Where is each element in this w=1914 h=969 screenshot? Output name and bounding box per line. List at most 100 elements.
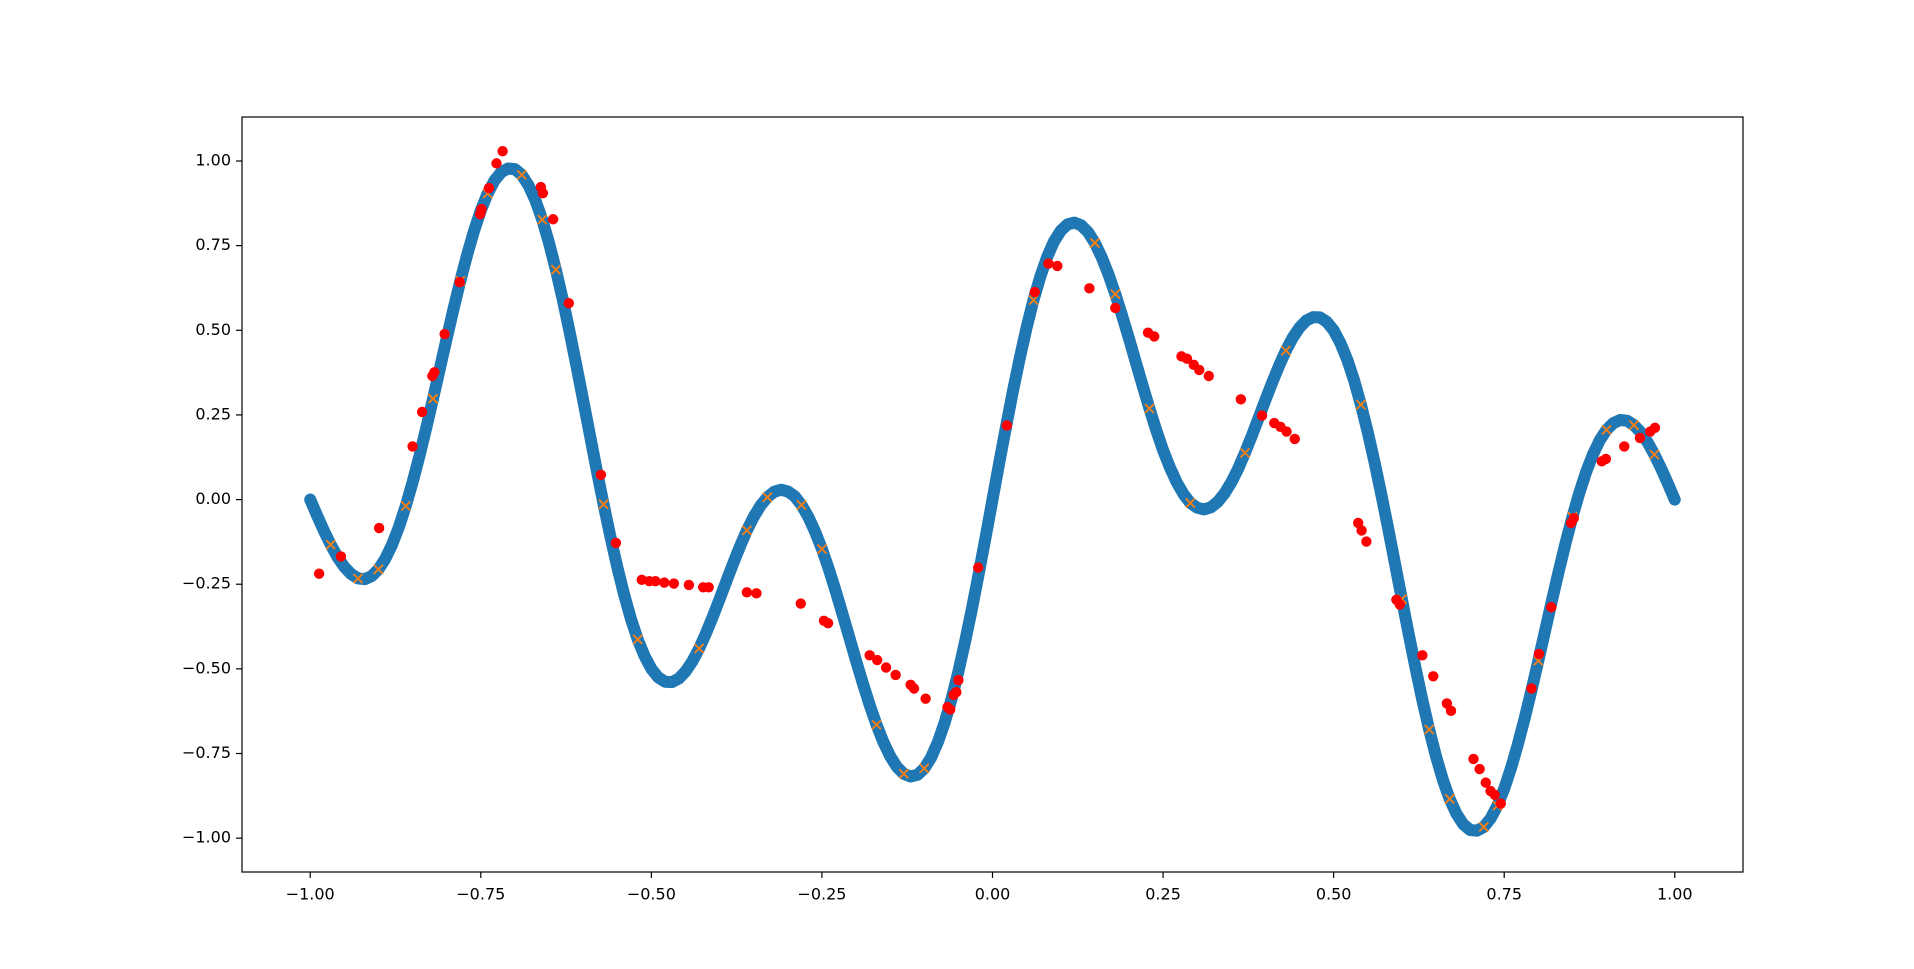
point [1428,671,1439,682]
x-marker [1601,424,1612,435]
x-marker [400,500,411,512]
point [1148,331,1160,342]
x-marker [796,499,807,511]
x-marker [598,499,609,510]
point [1600,453,1612,465]
point [1417,650,1428,661]
marks [304,145,1681,837]
point [1394,599,1406,610]
point [741,587,753,598]
point [953,674,964,686]
x-marker [516,169,527,181]
y-tick-label: −0.75 [182,743,231,762]
point [795,598,806,609]
y-tick-label: 0.75 [195,235,231,254]
x-marker [871,719,882,730]
point [1361,536,1372,547]
x-tick-label: 0.00 [975,885,1011,904]
x-marker [632,634,643,645]
x-marker [741,525,753,536]
x-marker [1649,449,1660,460]
point [1181,353,1193,364]
point [1619,441,1630,452]
point [416,406,428,418]
x-marker [1444,793,1455,805]
point [1489,789,1500,801]
point [944,704,956,715]
point [668,578,680,589]
x-marker [1185,497,1196,509]
point [1480,777,1491,788]
point [1533,648,1545,660]
x-marker [1628,419,1639,431]
point [703,582,714,593]
x-marker [352,573,364,584]
point [1203,370,1214,382]
point [537,187,549,199]
x-marker [816,543,828,555]
x-marker [1028,295,1039,306]
x-marker [427,393,439,404]
x-marker [1280,345,1292,356]
point [908,683,920,694]
x-tick-label: 0.75 [1486,885,1522,904]
point [751,588,762,599]
point [1281,426,1292,437]
point [476,203,487,215]
point [497,145,508,157]
point [1235,394,1247,405]
x-marker [1478,821,1489,833]
point [491,158,502,169]
point [563,298,575,309]
point [650,575,661,587]
point [1495,798,1506,809]
x-marker [919,763,930,774]
point [439,328,450,340]
x-marker [693,643,705,654]
x-tick-label: −1.00 [286,885,335,904]
point [1043,258,1054,269]
x-tick-label: 0.50 [1316,885,1352,904]
point [890,669,901,681]
point [1001,420,1013,431]
point [972,562,984,573]
point [1084,283,1095,294]
x-marker [1089,237,1100,249]
y-tick-label: −0.25 [182,574,231,593]
x-marker [1355,399,1367,410]
x-marker [537,214,548,225]
y-tick-label: −1.00 [182,828,231,847]
x-marker [1110,288,1121,300]
x-tick-label: −0.75 [456,885,505,904]
point [454,277,465,288]
point [1110,302,1121,314]
y-tick-label: −0.50 [182,658,231,677]
x-marker [898,768,909,779]
point [547,214,559,225]
point [1649,422,1661,434]
point [1546,602,1557,613]
point [920,693,931,704]
y-tick-label: 0.00 [195,489,231,508]
point [822,617,834,629]
point [1194,364,1205,376]
x-marker [1424,724,1435,735]
point [335,551,347,562]
y-tick-label: 0.25 [195,404,231,423]
x-marker [325,539,336,550]
point [1445,705,1457,717]
point [871,654,883,666]
x-tick-label: 0.25 [1145,885,1181,904]
point [610,537,622,549]
x-tick-label: −0.50 [627,885,676,904]
x-marker [1239,447,1251,458]
point [1468,753,1479,765]
point [1526,683,1537,694]
point [1356,525,1367,536]
point [1029,286,1041,298]
point [1568,512,1579,524]
x-marker [762,492,773,503]
point [595,469,607,481]
y-tick-label: 1.00 [195,151,231,170]
